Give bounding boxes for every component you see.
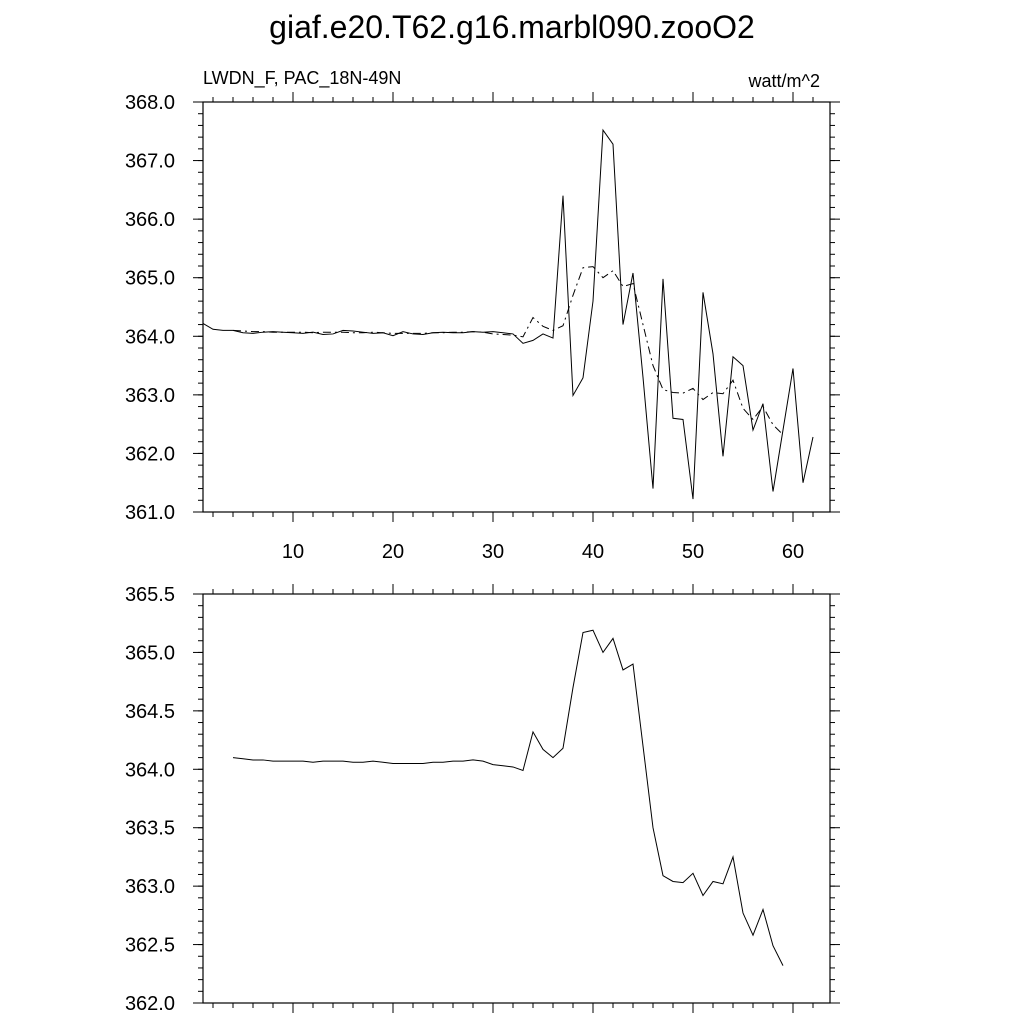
y-tick-label: 365.5 <box>125 584 175 606</box>
y-tick-label: 363.5 <box>125 818 175 840</box>
x-tick-label: 20 <box>382 541 404 563</box>
y-tick-label: 365.0 <box>125 268 175 290</box>
y-tick-label: 366.0 <box>125 209 175 231</box>
y-tick-label: 362.0 <box>125 443 175 465</box>
x-tick-label: 60 <box>782 541 804 563</box>
x-tick-label: 30 <box>482 541 504 563</box>
y-tick-label: 364.0 <box>125 326 175 348</box>
figure-title: giaf.e20.T62.g16.marbl090.zooO2 <box>269 9 755 45</box>
subtitle-right: watt/m^2 <box>748 71 820 91</box>
plot-frame <box>202 101 831 513</box>
subtitle-left: LWDN_F, PAC_18N-49N <box>203 68 401 89</box>
x-tick-label: 10 <box>282 541 304 563</box>
y-tick-label: 364.5 <box>125 701 175 723</box>
y-tick-label: 363.0 <box>125 876 175 898</box>
y-tick-label: 361.0 <box>125 502 175 524</box>
y-tick-label: 362.0 <box>125 993 175 1015</box>
y-tick-label: 365.0 <box>125 642 175 664</box>
plot-frame <box>202 593 831 1004</box>
y-tick-label: 367.0 <box>125 151 175 173</box>
y-tick-label: 362.5 <box>125 935 175 957</box>
x-tick-label: 50 <box>682 541 704 563</box>
x-tick-label: 40 <box>582 541 604 563</box>
data-line <box>232 629 784 966</box>
data-line <box>202 128 814 500</box>
y-tick-label: 368.0 <box>125 92 175 114</box>
y-tick-label: 363.0 <box>125 385 175 407</box>
data-line <box>232 266 784 436</box>
y-tick-label: 364.0 <box>125 759 175 781</box>
